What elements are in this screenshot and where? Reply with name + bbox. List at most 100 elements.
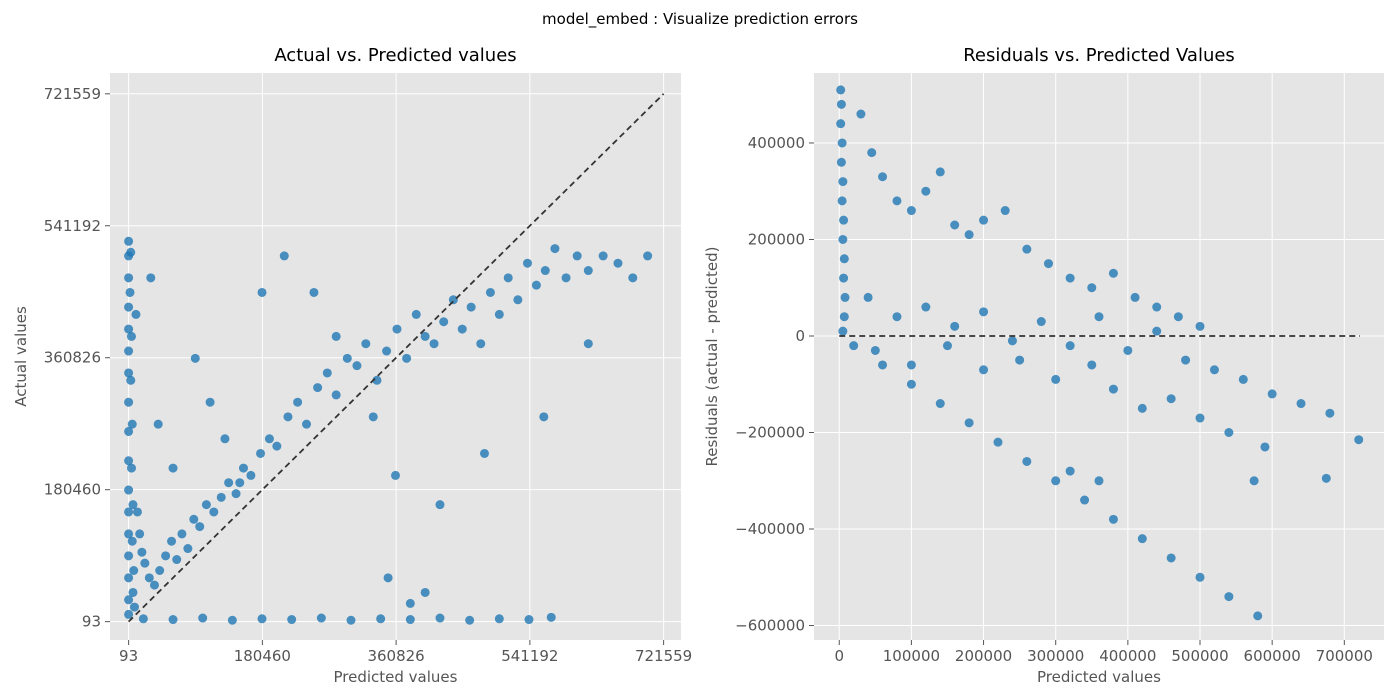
reference-line: [127, 93, 665, 623]
data-point: [227, 615, 237, 625]
data-point: [195, 522, 205, 532]
data-point: [1195, 572, 1205, 582]
x-axis-label: Predicted values: [334, 668, 458, 686]
data-point: [361, 339, 371, 349]
data-point: [302, 419, 312, 429]
data-point: [598, 251, 608, 261]
data-point: [878, 360, 888, 370]
data-point: [435, 500, 445, 510]
data-point: [840, 292, 850, 302]
data-point: [1181, 355, 1191, 365]
data-point: [836, 85, 846, 95]
data-point: [128, 500, 138, 510]
data-point: [124, 346, 134, 356]
data-point: [1325, 408, 1335, 418]
data-point: [331, 331, 341, 341]
data-point: [522, 258, 532, 268]
data-point: [494, 309, 504, 319]
x-tick-label: 360826: [367, 647, 424, 665]
data-point: [1036, 317, 1046, 327]
data-point: [167, 536, 177, 546]
data-point: [1137, 534, 1147, 544]
data-point: [921, 186, 931, 196]
data-point: [1051, 374, 1061, 384]
data-point: [287, 615, 297, 625]
data-point: [342, 353, 352, 363]
data-point: [837, 138, 847, 148]
data-point: [550, 244, 560, 254]
data-point: [892, 312, 902, 322]
data-point: [135, 529, 145, 539]
x-tick-label: 721559: [635, 647, 692, 665]
data-point: [257, 614, 267, 624]
data-point: [867, 148, 877, 158]
data-point: [435, 613, 445, 623]
y-tick-label: 541192: [44, 217, 101, 235]
data-point: [838, 326, 848, 336]
data-point: [1065, 466, 1075, 476]
data-point: [1130, 292, 1140, 302]
data-point: [140, 558, 150, 568]
data-point: [316, 613, 326, 623]
data-point: [405, 598, 415, 608]
data-point: [1224, 592, 1234, 602]
data-point: [457, 324, 467, 334]
data-point: [839, 254, 849, 264]
data-point: [1007, 336, 1017, 346]
data-point: [950, 321, 960, 331]
data-point: [149, 580, 159, 590]
data-point: [839, 312, 849, 322]
data-point: [870, 345, 880, 355]
data-point: [127, 331, 137, 341]
data-point: [906, 206, 916, 216]
data-point: [583, 266, 593, 276]
data-point: [346, 615, 356, 625]
data-point: [494, 614, 504, 624]
x-tick-label: 700000: [1316, 647, 1373, 665]
data-point: [127, 419, 137, 429]
data-point: [539, 412, 549, 422]
x-tick-label: 400000: [1099, 647, 1156, 665]
data-point: [124, 507, 134, 517]
data-point: [155, 565, 165, 575]
data-point: [1087, 283, 1097, 293]
data-point: [1094, 476, 1104, 486]
data-point: [144, 573, 154, 583]
data-point: [124, 551, 134, 561]
data-point: [1166, 553, 1176, 563]
data-point: [368, 412, 378, 422]
data-point: [643, 251, 653, 261]
data-point: [1108, 384, 1118, 394]
data-point: [391, 470, 400, 480]
data-point: [198, 613, 208, 623]
data-point: [293, 397, 303, 407]
data-point: [836, 99, 846, 109]
data-point: [376, 614, 386, 624]
y-tick-label: 93: [82, 613, 101, 631]
data-point: [172, 555, 182, 565]
data-point: [906, 379, 916, 389]
data-point: [146, 273, 156, 283]
x-tick-label: 300000: [1027, 647, 1084, 665]
data-point: [836, 119, 846, 129]
y-tick-label: 360826: [44, 349, 101, 367]
data-point: [322, 368, 332, 378]
data-point: [279, 251, 289, 261]
data-point: [272, 441, 282, 451]
data-point: [1087, 360, 1097, 370]
data-point: [561, 273, 571, 283]
data-point: [1123, 345, 1133, 355]
data-point: [863, 292, 873, 302]
data-point: [168, 615, 178, 625]
data-point: [838, 177, 848, 187]
data-point: [979, 365, 989, 375]
x-tick-label: 100000: [883, 647, 940, 665]
data-point: [124, 236, 134, 246]
data-point: [124, 529, 134, 539]
data-point: [979, 307, 989, 317]
data-point: [124, 302, 134, 312]
data-point: [231, 489, 241, 499]
data-point: [124, 368, 134, 378]
data-point: [849, 341, 859, 351]
data-point: [878, 172, 888, 182]
